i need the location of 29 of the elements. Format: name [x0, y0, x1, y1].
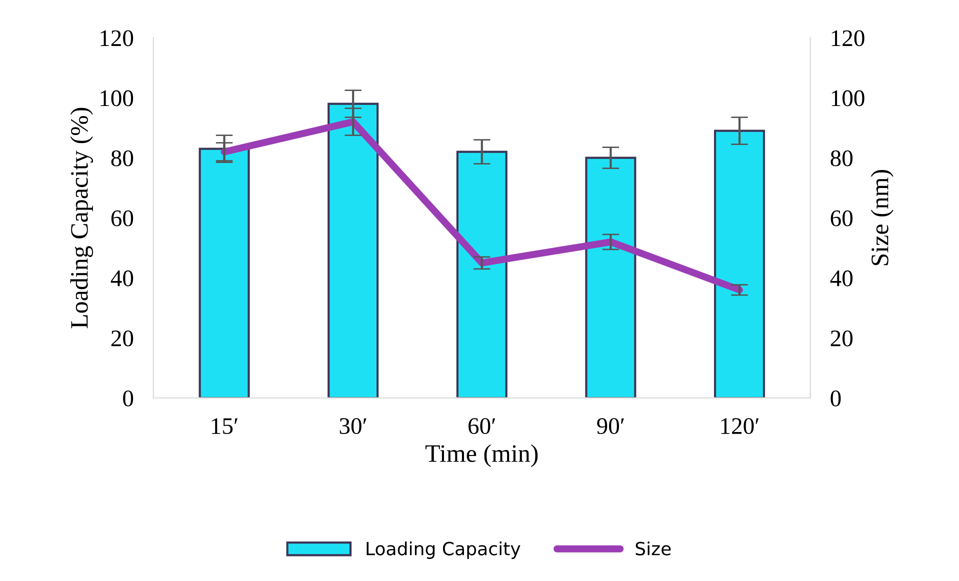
y-tick-label: 80 — [111, 150, 134, 166]
y2-tick-label: 40 — [830, 270, 853, 286]
x-tick-label: 30′ — [340, 418, 366, 434]
y-tick-label: 120 — [100, 30, 134, 46]
bar — [328, 102, 379, 398]
bar — [456, 150, 508, 398]
y2-tick-label: 0 — [830, 390, 841, 406]
y-tick-label: 20 — [111, 330, 134, 346]
y-tick-label: 100 — [100, 90, 134, 106]
y-tick-label: 40 — [110, 270, 134, 286]
bar — [585, 156, 636, 398]
x-tick-label: 90′ — [597, 418, 624, 434]
bar — [714, 130, 766, 398]
bar — [198, 148, 250, 398]
y2-tick-label: 20 — [830, 330, 853, 346]
x-tick-label: 120′ — [721, 418, 759, 434]
x-tick-label: 60′ — [468, 418, 496, 434]
y-tick-label: 60 — [111, 210, 134, 226]
x-tick-label: 15′ — [212, 418, 238, 434]
legend-label: Loading Capacity — [366, 541, 520, 559]
y2-tick-label: 80 — [830, 150, 853, 166]
y-axis-title: Loading Capacity (%) — [70, 108, 94, 328]
x-axis-title: Time (min) — [426, 444, 538, 468]
legend-label: Size — [636, 541, 671, 556]
y-tick-label: 0 — [123, 390, 134, 406]
y2-tick-label: 100 — [832, 90, 864, 106]
y2-tick-label: 120 — [832, 30, 864, 46]
y2-tick-label: 60 — [830, 210, 853, 226]
y2-axis-title: Size (nm) — [870, 170, 894, 266]
